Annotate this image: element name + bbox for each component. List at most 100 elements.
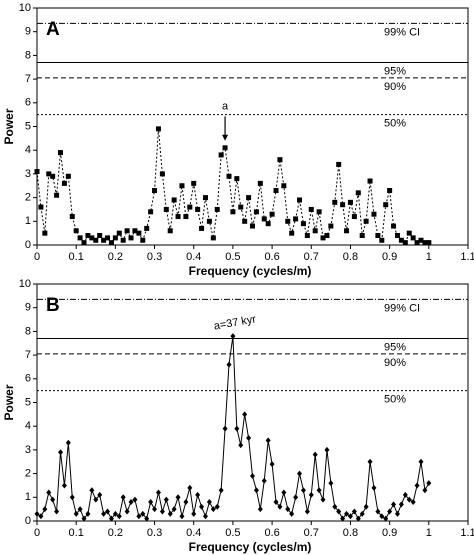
marker (218, 487, 224, 494)
marker (73, 228, 79, 234)
marker (148, 499, 154, 506)
x-tick-label: 0.9 (382, 527, 397, 539)
marker (179, 513, 185, 520)
y-tick-label: 9 (25, 302, 31, 314)
marker (328, 223, 334, 229)
marker (242, 218, 248, 224)
marker (124, 508, 130, 515)
marker (320, 496, 326, 503)
marker (105, 508, 111, 515)
marker (112, 510, 118, 517)
y-tick-label: 9 (25, 26, 31, 38)
marker (379, 513, 385, 520)
marker (246, 435, 252, 442)
marker (58, 150, 64, 156)
marker (328, 480, 334, 487)
marker (285, 218, 291, 224)
marker (46, 171, 52, 177)
marker (261, 477, 267, 484)
marker (69, 494, 75, 501)
marker (324, 233, 330, 239)
marker (265, 221, 271, 227)
threshold-label: 50% (384, 118, 406, 130)
marker (210, 506, 216, 513)
marker (226, 361, 232, 368)
marker (398, 237, 404, 243)
marker (269, 461, 275, 468)
marker (81, 515, 87, 522)
marker (34, 510, 40, 517)
marker (265, 437, 271, 444)
marker (50, 496, 56, 503)
marker (273, 499, 279, 506)
marker (336, 508, 342, 515)
data-line (36, 336, 430, 520)
y-tick-label: 6 (25, 97, 31, 109)
y-tick-label: 1 (25, 215, 31, 227)
marker (183, 214, 189, 220)
y-tick-label: 7 (25, 349, 31, 361)
threshold-label: 90% (384, 357, 406, 369)
threshold-label: 95% (384, 341, 406, 353)
marker (391, 501, 397, 508)
marker (257, 180, 263, 186)
marker (355, 190, 361, 196)
threshold-label: 90% (384, 81, 406, 93)
arrow-head (222, 134, 229, 141)
marker (359, 510, 365, 517)
marker (414, 482, 420, 489)
marker (300, 221, 306, 227)
marker (418, 458, 424, 465)
y-tick-label: 0 (25, 239, 31, 251)
marker (422, 240, 428, 246)
marker (38, 513, 44, 520)
marker (50, 173, 56, 179)
marker (101, 237, 107, 243)
x-tick-label: 0 (34, 527, 40, 539)
marker (371, 484, 377, 491)
y-tick-label: 2 (25, 192, 31, 204)
marker (152, 187, 158, 193)
marker (375, 233, 381, 239)
marker (93, 237, 99, 243)
marker (238, 442, 244, 449)
marker (54, 508, 60, 515)
y-tick-label: 10 (19, 2, 31, 14)
annotation: a=37 kyr (213, 313, 257, 332)
marker (246, 195, 252, 201)
marker (132, 228, 138, 234)
marker (144, 515, 150, 522)
marker (159, 508, 165, 515)
y-tick-label: 3 (25, 444, 31, 456)
y-tick-label: 5 (25, 120, 31, 132)
x-tick-label: 0.2 (108, 527, 123, 539)
marker (312, 451, 318, 458)
y-tick-label: 1 (25, 491, 31, 503)
marker (155, 126, 161, 132)
marker (367, 178, 373, 184)
marker (242, 411, 248, 418)
marker (42, 230, 48, 236)
marker (387, 508, 393, 515)
marker (116, 230, 122, 236)
marker (340, 515, 346, 522)
marker (347, 199, 353, 205)
marker (191, 180, 197, 186)
marker (332, 199, 338, 205)
marker (359, 233, 365, 239)
threshold-label: 95% (384, 65, 406, 77)
marker (136, 513, 142, 520)
marker (140, 510, 146, 517)
marker (406, 496, 412, 503)
marker (387, 187, 393, 193)
marker (383, 202, 389, 208)
marker (273, 187, 279, 193)
marker (187, 484, 193, 491)
y-axis-label: Power (2, 384, 16, 420)
marker (155, 489, 161, 496)
x-tick-label: 0.8 (343, 251, 358, 263)
marker (195, 206, 201, 212)
marker (101, 510, 107, 517)
marker (128, 499, 134, 506)
